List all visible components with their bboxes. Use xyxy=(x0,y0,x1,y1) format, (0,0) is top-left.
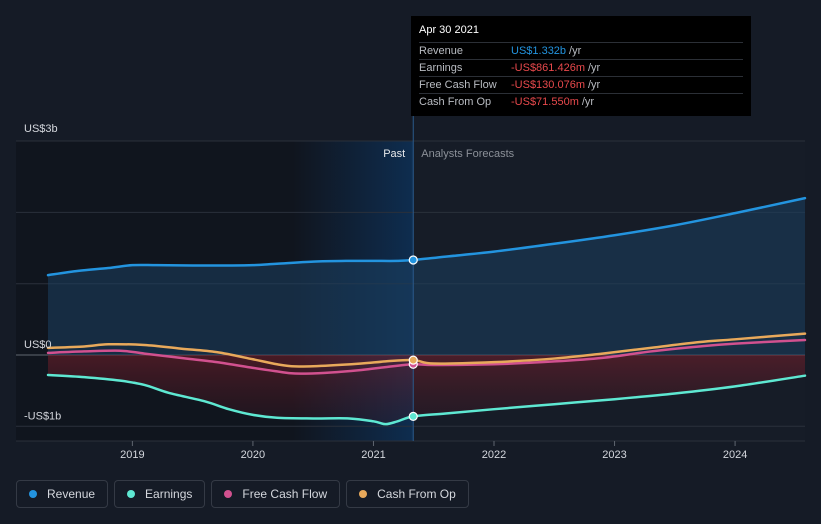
x-tick-label: 2021 xyxy=(361,449,385,461)
tooltip-date: Apr 30 2021 xyxy=(419,24,479,36)
legend-dot-icon xyxy=(359,490,368,498)
y-axis-label: US$3b xyxy=(24,123,58,135)
tooltip-label: Revenue xyxy=(419,45,464,57)
x-tick-label: 2019 xyxy=(120,449,144,461)
legend-item-cash-from-op[interactable]: Cash From Op xyxy=(346,480,469,508)
tooltip-unit: /yr xyxy=(581,96,595,108)
x-tick-label: 2023 xyxy=(602,449,626,461)
tooltip-unit: /yr xyxy=(569,45,582,57)
tooltip-value: US$1.332b xyxy=(511,45,567,57)
revenue-area xyxy=(48,198,805,355)
x-tick-label: 2020 xyxy=(241,449,265,461)
tooltip-value: -US$861.426m xyxy=(511,62,585,74)
x-tick-label: 2022 xyxy=(482,449,506,461)
marker-cash-from-op xyxy=(408,355,418,365)
tooltip-row-earnings: Earnings -US$861.426m /yr xyxy=(419,59,743,76)
series-line-free-cash-flow xyxy=(46,338,807,375)
series-line-earnings xyxy=(46,373,807,426)
y-axis-label: US$0 xyxy=(24,339,52,351)
tooltip-row-revenue: Revenue US$1.332b /yr xyxy=(419,42,743,59)
tooltip-label: Earnings xyxy=(419,62,463,74)
series-line-cash-from-op xyxy=(46,332,807,368)
legend: Revenue Earnings Free Cash Flow Cash Fro… xyxy=(16,480,469,508)
tooltip-label: Cash From Op xyxy=(419,96,492,108)
legend-label: Earnings xyxy=(145,487,193,501)
legend-label: Revenue xyxy=(47,487,96,501)
tooltip-unit: /yr xyxy=(588,62,601,74)
series-line-revenue xyxy=(46,196,807,277)
past-label: Past xyxy=(383,148,405,160)
earnings-area xyxy=(48,355,805,425)
tooltip-value: -US$71.550m xyxy=(511,96,579,108)
y-axis-label: -US$1b xyxy=(24,410,61,422)
tooltip-label: Free Cash Flow xyxy=(419,79,497,91)
tooltip: Apr 30 2021 Revenue US$1.332b /yr Earnin… xyxy=(411,16,751,116)
legend-dot-icon xyxy=(127,490,136,498)
legend-dot-icon xyxy=(224,490,233,498)
marker-revenue xyxy=(408,255,418,265)
x-tick-label: 2024 xyxy=(723,449,747,461)
tooltip-unit: /yr xyxy=(588,79,601,91)
legend-item-revenue[interactable]: Revenue xyxy=(16,480,109,508)
tooltip-value: -US$130.076m xyxy=(511,79,585,91)
tooltip-row-cash-from-op: Cash From Op -US$71.550m /yr xyxy=(419,93,743,110)
legend-label: Free Cash Flow xyxy=(242,487,328,501)
legend-dot-icon xyxy=(29,490,37,498)
forecast-label: Analysts Forecasts xyxy=(421,148,514,160)
tooltip-row-free-cash-flow: Free Cash Flow -US$130.076m /yr xyxy=(419,76,743,93)
legend-label: Cash From Op xyxy=(377,487,456,501)
legend-item-free-cash-flow[interactable]: Free Cash Flow xyxy=(211,480,341,508)
marker-earnings xyxy=(408,411,418,421)
legend-item-earnings[interactable]: Earnings xyxy=(114,480,206,508)
